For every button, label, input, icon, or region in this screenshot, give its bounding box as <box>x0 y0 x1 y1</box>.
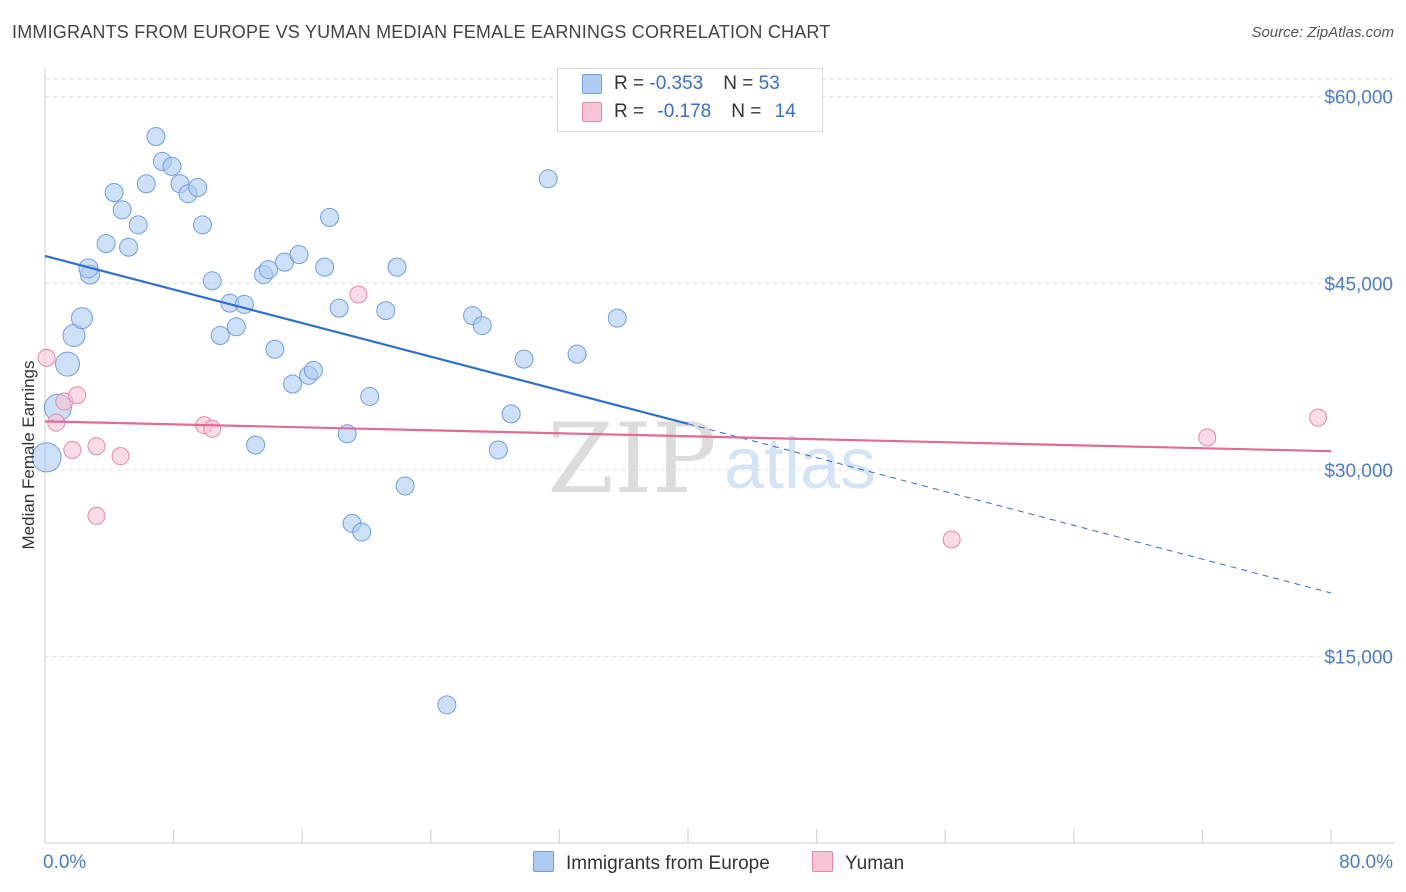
series-legend-label-europe: Immigrants from Europe <box>566 853 770 874</box>
axes <box>44 68 1394 844</box>
point-yuman <box>87 437 106 456</box>
point-yuman <box>203 419 222 438</box>
axis-labels: $15,000 $30,000 $45,000 $60,000 0.0% 80.0% Med… <box>19 88 1393 873</box>
legend-swatch-europe <box>582 73 602 94</box>
point-europe <box>70 307 93 330</box>
point-europe <box>320 207 340 227</box>
legend-row-europe: R = -0.353 N = 53 <box>582 73 780 101</box>
watermark-atlas: atlas <box>724 424 876 504</box>
point-yuman <box>349 285 368 304</box>
legend-n-value: 14 <box>774 101 796 122</box>
point-europe <box>246 435 266 455</box>
legend-n-value: 53 <box>758 73 780 94</box>
point-europe <box>55 351 81 377</box>
y-tick-label: $60,000 <box>1324 88 1393 109</box>
point-yuman <box>68 386 87 405</box>
source-label: Source: ZipAtlas.com <box>1251 24 1394 41</box>
y-axis-label: Median Female Earnings <box>19 361 38 550</box>
gridlines <box>45 78 1394 657</box>
legend-r-value: -0.353 <box>649 73 704 94</box>
series-legend-yuman: Yuman <box>812 851 904 875</box>
point-europe <box>360 386 380 406</box>
y-tick-label: $30,000 <box>1324 461 1393 482</box>
legend-r-label: R = <box>614 73 650 94</box>
series-legend-label-yuman: Yuman <box>845 853 905 874</box>
legend-row-yuman: R = -0.178 N = 14 <box>582 101 796 129</box>
point-europe <box>472 316 492 336</box>
legend-r-label: R = <box>614 101 650 122</box>
point-europe <box>501 404 521 424</box>
watermark: ZIP atlas <box>547 403 876 515</box>
point-yuman <box>37 348 56 367</box>
point-europe <box>146 127 166 147</box>
legend-swatch-yuman <box>582 101 602 122</box>
x-tick-label-min: 0.0% <box>43 852 86 873</box>
series-legend-swatch-europe <box>533 851 554 872</box>
point-europe <box>514 349 534 369</box>
y-tick-label: $45,000 <box>1324 274 1393 295</box>
point-europe <box>387 257 407 277</box>
point-europe <box>607 308 627 328</box>
point-europe <box>567 344 587 364</box>
y-tick-label: $15,000 <box>1324 647 1393 668</box>
trendline-yuman <box>44 420 1332 453</box>
series-legend-swatch-yuman <box>812 851 833 872</box>
point-europe <box>265 339 285 359</box>
chart-title: IMMIGRANTS FROM EUROPE VS YUMAN MEDIAN F… <box>12 22 831 42</box>
point-europe <box>258 260 278 280</box>
point-europe <box>329 298 349 318</box>
point-europe <box>315 257 335 277</box>
point-europe <box>226 317 246 337</box>
legend-r-value: -0.178 <box>657 101 712 122</box>
trendline-europe <box>44 254 689 425</box>
point-europe <box>136 174 156 194</box>
data-points <box>31 127 1328 715</box>
point-europe <box>128 215 148 235</box>
point-europe <box>31 442 62 473</box>
point-yuman <box>1198 428 1217 447</box>
point-europe <box>289 245 309 265</box>
point-yuman <box>87 506 106 525</box>
point-europe <box>303 360 323 380</box>
point-europe <box>376 301 396 321</box>
series-legend: Immigrants from Europe Yuman <box>0 851 1406 877</box>
trendlines <box>44 254 1332 594</box>
point-europe <box>193 215 213 235</box>
series-legend-europe: Immigrants from Europe <box>533 851 770 875</box>
point-europe <box>202 271 222 291</box>
point-europe <box>437 695 457 715</box>
legend-n-label: N = <box>731 101 767 122</box>
point-europe <box>162 156 182 176</box>
point-europe <box>112 200 132 220</box>
x-tick-label-max: 80.0% <box>1339 852 1393 873</box>
point-europe <box>352 522 372 542</box>
point-yuman <box>111 447 130 466</box>
point-europe <box>104 182 124 202</box>
watermark-zip: ZIP <box>547 403 716 515</box>
point-europe <box>488 440 508 460</box>
point-europe <box>119 237 139 257</box>
point-europe <box>538 169 558 189</box>
legend-n-label: N = <box>723 73 759 94</box>
point-europe <box>283 374 303 394</box>
point-europe <box>210 326 230 346</box>
point-europe <box>395 476 415 496</box>
trendline-europe-extension <box>687 423 1332 594</box>
point-yuman <box>1309 408 1328 427</box>
point-yuman <box>942 530 961 549</box>
point-yuman <box>63 440 82 459</box>
point-europe <box>96 233 116 253</box>
point-europe <box>188 177 208 197</box>
correlation-legend: R = -0.353 N = 53 R = -0.178 N = 14 <box>557 68 823 132</box>
